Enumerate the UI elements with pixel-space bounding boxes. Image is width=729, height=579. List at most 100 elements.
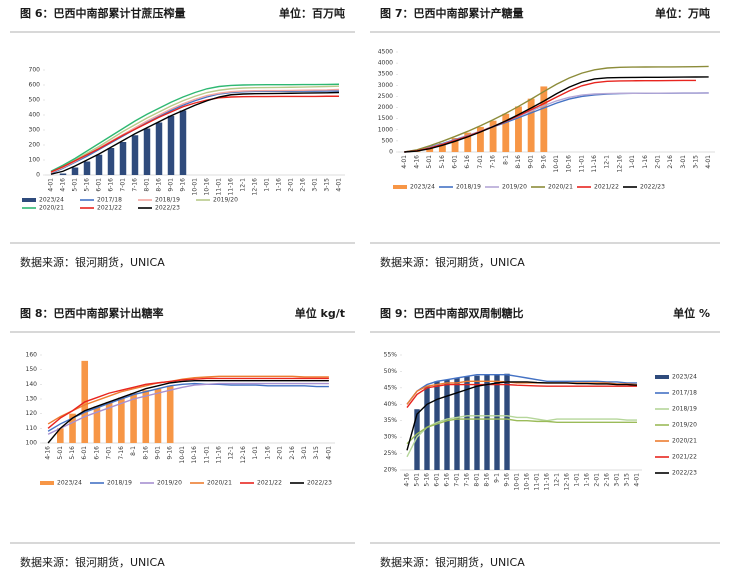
x-tick-label: 1-01 [574,473,581,487]
legend-label: 2021/22 [672,454,697,461]
x-tick-label: 4-01 [401,155,408,169]
bar [167,115,175,175]
y-tick-label: 110 [26,425,38,432]
x-tick-label: 9-01 [168,178,175,192]
x-tick-label: 4-16 [404,473,411,487]
x-tick-label: 10-01 [192,178,199,196]
bar [504,373,510,470]
bar [474,375,480,470]
x-tick-label: 3-15 [692,155,699,169]
x-tick-label: 11-01 [534,473,541,491]
x-tick-label: 9-16 [180,178,187,192]
x-tick-label: 5-16 [84,178,91,192]
x-tick-label: 6-01 [434,473,441,487]
y-tick-label: 150 [26,366,38,373]
x-tick-label: 7-01 [120,178,127,192]
x-tick-label: 12-1 [604,155,611,169]
x-tick-label: 6-01 [96,178,103,192]
y-tick-label: 0 [36,172,40,179]
y-tick-label: 100 [29,157,41,164]
x-tick-label: 10-16 [566,155,573,173]
bar [464,376,470,470]
y-tick-label: 30% [384,434,398,441]
bar [69,413,76,443]
x-tick-label: 4-01 [705,155,712,169]
bar [434,381,440,470]
x-tick-label: 9-01 [154,446,161,460]
x-tick-label: 6-16 [464,155,471,169]
x-tick-label: 8-16 [484,473,491,487]
x-tick-label: 10-01 [553,155,560,173]
x-tick-label: 10-16 [191,446,198,464]
x-tick-label: 3-01 [312,178,319,192]
x-tick-label: 8-1 [502,155,509,165]
legend-label: 2020/21 [39,205,64,212]
bar [484,374,490,470]
bar [105,401,113,443]
line [47,382,329,432]
bar [476,126,484,152]
source-note: 数据来源：银河期货，UNICA [380,255,525,269]
legend-label: 2020/21 [548,184,573,191]
x-tick-label: 12-1 [554,473,561,487]
bar [166,385,174,443]
legend-label: 2018/19 [672,406,697,413]
x-tick-label: 5-01 [414,473,421,487]
legend-swatch [22,198,36,202]
legend-label: 2021/22 [97,205,122,212]
y-tick-label: 4000 [378,60,393,67]
x-tick-label: 9-16 [504,473,511,487]
y-tick-label: 3000 [378,82,393,89]
source-note: 数据来源：银河期货，UNICA [20,555,165,569]
y-tick-label: 300 [29,127,41,134]
y-tick-label: 200 [29,142,41,149]
x-tick-label: 11-01 [216,178,223,196]
x-tick-label: 1-16 [584,473,591,487]
y-tick-label: 1000 [378,126,393,133]
x-tick-label: 4-01 [48,178,55,192]
x-tick-label: 1-01 [252,446,259,460]
x-tick-label: 5-01 [57,446,64,460]
legend-label: 2020/21 [672,438,697,445]
x-tick-label: 5-16 [424,473,431,487]
x-tick-label: 9-16 [540,155,547,169]
bar [451,138,459,152]
bar [444,379,450,470]
unit-label: 单位 kg/t [295,306,345,320]
x-tick-label: 9-1 [494,473,501,483]
x-tick-label: 7-16 [118,446,125,460]
unit-label: 单位 % [673,306,710,320]
y-tick-label: 700 [29,67,41,74]
y-tick-label: 100 [26,440,38,447]
line [50,95,339,173]
legend-label: 2021/22 [257,480,282,487]
line [406,415,637,458]
bar [414,409,420,470]
x-tick-label: 7-16 [132,178,139,192]
x-tick-label: 3-15 [313,446,320,460]
legend-label: 2019/20 [213,197,238,204]
y-tick-label: 140 [26,381,38,388]
chart-title: 图 9：巴西中南部双周制糖比 [380,306,523,320]
y-tick-label: 50% [384,368,398,375]
x-tick-label: 7-01 [454,473,461,487]
bar [489,120,497,152]
legend-label: 2019/20 [157,480,182,487]
bar [142,390,150,443]
line [404,65,709,153]
line [50,85,340,173]
x-tick-label: 12-1 [240,178,247,192]
line [47,377,329,429]
bar [426,148,434,152]
line [404,76,709,153]
x-tick-label: 11-16 [228,178,235,196]
bar [130,393,137,443]
bar [515,106,522,152]
x-tick-label: 10-01 [179,446,186,464]
x-tick-label: 7-16 [464,473,471,487]
y-tick-label: 600 [29,82,41,89]
x-tick-label: 2-16 [604,473,611,487]
legend-label: 2022/23 [307,480,332,487]
legend-label: 2023/24 [410,184,435,191]
bar [57,428,64,443]
